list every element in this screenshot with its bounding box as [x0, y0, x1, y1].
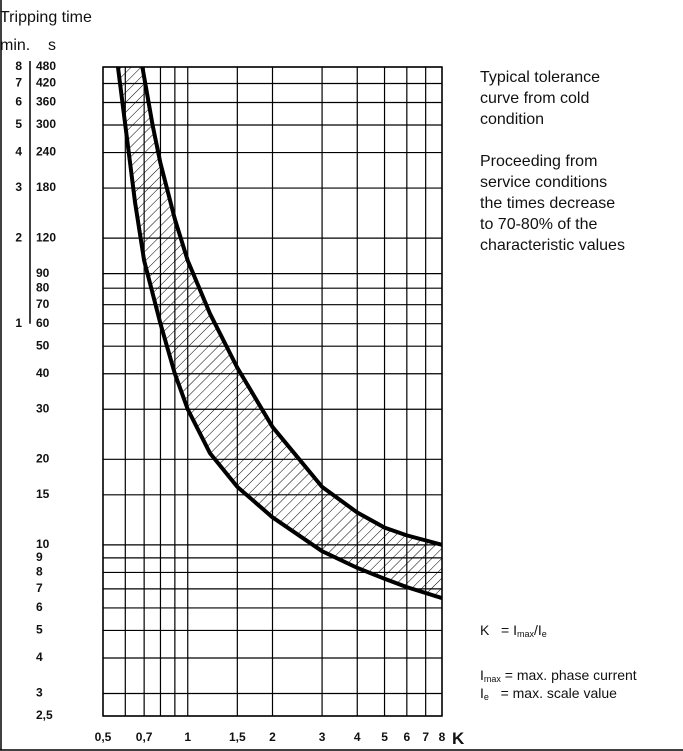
y2-tick-label: 7	[15, 76, 22, 90]
y-tick-label: 80	[36, 280, 50, 294]
y-tick-label: 3	[36, 686, 43, 700]
x-tick-label: 7	[422, 730, 429, 744]
formula-part: = max. phase current	[501, 667, 637, 683]
y-tick-label: 120	[36, 230, 56, 244]
y-tick-label: 5	[36, 623, 43, 637]
formula-part: max	[517, 629, 535, 639]
y2-tick-label: 2	[15, 230, 22, 244]
y-tick-label: 420	[36, 76, 56, 90]
y-tick-label: 4	[36, 650, 43, 664]
x-tick-label: 3	[319, 730, 326, 744]
formula-part: e	[484, 692, 489, 702]
note-line: curve from cold	[480, 90, 589, 107]
tolerance-band	[117, 67, 442, 599]
x-tick-label: 2	[269, 730, 276, 744]
x-tick-label: 1	[184, 730, 191, 744]
y-tick-label: 480	[36, 59, 56, 73]
formula-part: max	[484, 674, 502, 684]
curve-lower	[115, 67, 442, 600]
curves	[115, 67, 442, 600]
formula: Ie = max. scale value	[480, 685, 617, 702]
y-tick-label: 30	[36, 401, 50, 415]
formula-part: = max. scale value	[489, 685, 617, 701]
y-tick-label: 90	[36, 266, 50, 280]
y2-tick-label: 1	[15, 316, 22, 330]
y2-tick-label: 4	[15, 145, 22, 159]
y-tick-label: 300	[36, 117, 56, 131]
curve-upper	[140, 67, 442, 547]
x-tick-label: 8	[439, 730, 446, 744]
y-tick-label: 15	[36, 487, 50, 501]
y-axis-title: s	[48, 37, 56, 54]
formula: K = Imax/Ie	[480, 622, 547, 639]
x-tick-label: 1,5	[229, 730, 246, 744]
y-tick-label: 6	[36, 600, 43, 614]
x-tick-label: 6	[403, 730, 410, 744]
y-tick-label: 240	[36, 145, 56, 159]
y2-tick-label: 8	[15, 59, 22, 73]
title: Tripping time	[0, 9, 92, 26]
x-axis-title: K	[452, 729, 465, 748]
note-line: service conditions	[480, 174, 607, 191]
x-tick-label: 5	[381, 730, 388, 744]
y-tick-label: 180	[36, 180, 56, 194]
note-line: condition	[480, 111, 544, 128]
plot-frame	[102, 66, 443, 717]
x-tick-label: 4	[354, 730, 361, 744]
y-tick-label: 2,5	[36, 708, 53, 722]
y-tick-label: 70	[36, 297, 50, 311]
formula: Imax = max. phase current	[480, 667, 637, 684]
formula-part: /I	[534, 622, 542, 638]
note-line: characteristic values	[480, 237, 625, 254]
note-line: Proceeding from	[480, 153, 597, 170]
formula-part: I	[480, 667, 484, 683]
y-tick-label: 20	[36, 451, 50, 465]
formula-part: e	[542, 629, 547, 639]
y-tick-label: 60	[36, 316, 50, 330]
y-tick-label: 7	[36, 581, 43, 595]
y-tick-label: 10	[36, 537, 50, 551]
note-line: the times decrease	[480, 195, 615, 212]
y2-tick-label: 5	[15, 117, 22, 131]
y2-tick-label: 6	[15, 95, 22, 109]
y-tick-label: 40	[36, 366, 50, 380]
y-tick-label: 9	[36, 550, 43, 564]
note-line: Typical tolerance	[480, 69, 600, 86]
x-tick-label: 0,7	[136, 730, 153, 744]
y-tick-label: 50	[36, 338, 50, 352]
formula-part: I	[480, 685, 484, 701]
y-tick-label: 8	[36, 565, 43, 579]
x-tick-label: 0,5	[95, 730, 112, 744]
y-tick-label: 360	[36, 95, 56, 109]
formula-part: K = I	[480, 622, 517, 638]
y2-tick-label: 3	[15, 180, 22, 194]
y2-axis-title: min.	[0, 37, 30, 54]
note-line: to 70-80% of the	[480, 216, 598, 233]
